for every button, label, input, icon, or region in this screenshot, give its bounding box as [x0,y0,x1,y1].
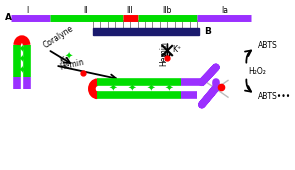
Text: II: II [83,6,88,15]
Text: IIb: IIb [163,6,172,15]
Text: III: III [127,6,133,15]
Text: ABTS•••: ABTS••• [258,92,291,101]
Text: A: A [5,13,12,22]
FancyBboxPatch shape [93,28,199,35]
Text: Ia: Ia [222,6,229,15]
Text: ✦: ✦ [127,84,136,94]
Text: ✦: ✦ [65,52,73,62]
Text: ✦: ✦ [109,84,118,94]
Text: ✦: ✦ [17,55,26,65]
Text: Coralyne: Coralyne [42,23,75,50]
Text: K⁺: K⁺ [172,45,181,54]
Text: Hemin: Hemin [159,41,168,66]
Text: B: B [204,27,211,36]
Text: H₂O₂: H₂O₂ [248,67,266,76]
Text: ✦: ✦ [146,84,155,94]
Text: ABTS: ABTS [258,41,278,50]
Text: I: I [26,6,29,15]
Text: ✦: ✦ [165,84,174,94]
Text: ✦: ✦ [17,45,26,55]
Text: ✦: ✦ [17,66,26,76]
Text: Hemin: Hemin [58,58,85,72]
Text: K⁺: K⁺ [58,56,69,66]
